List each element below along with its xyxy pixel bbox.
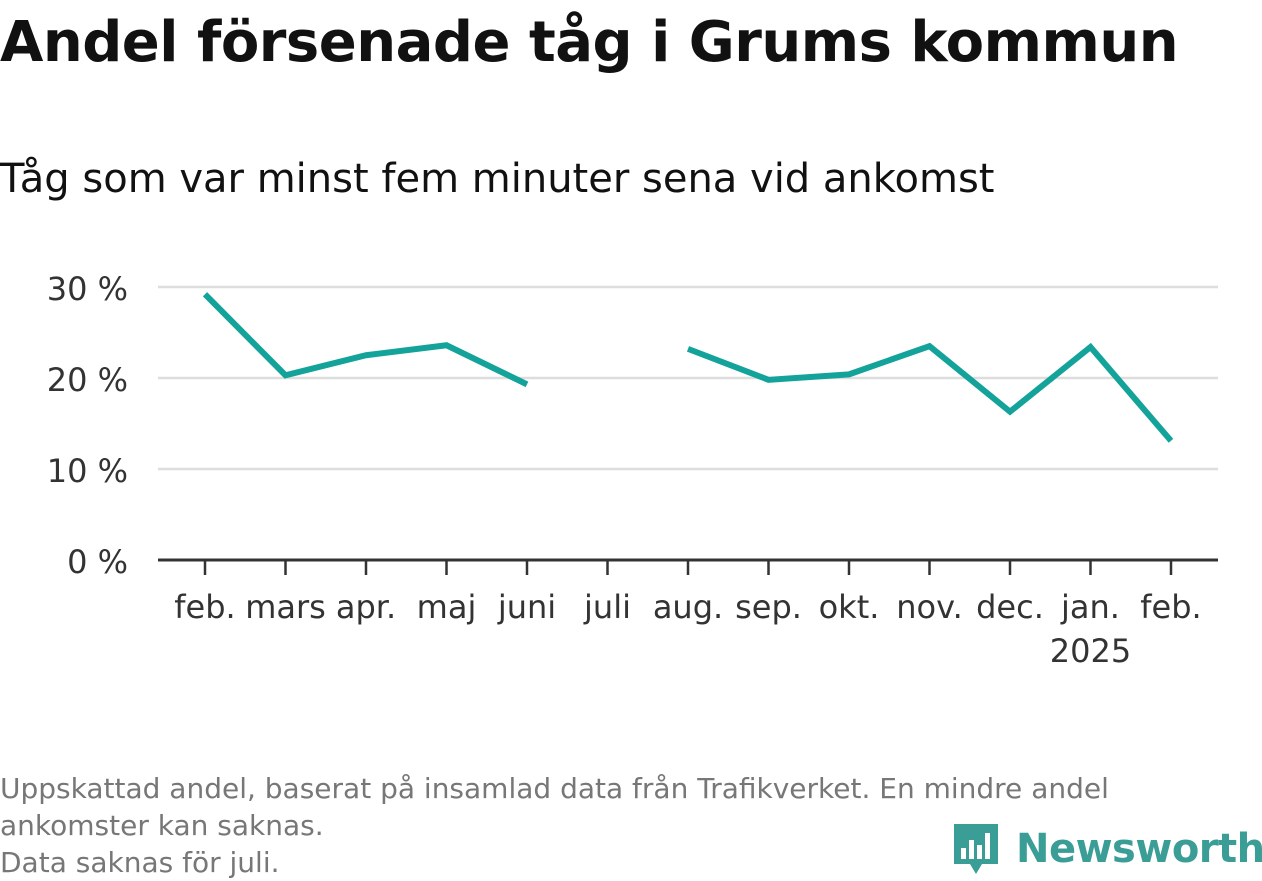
data-point bbox=[524, 381, 530, 387]
data-point bbox=[927, 343, 933, 349]
footer-note-source-cont: ankomster kan saknas. bbox=[0, 809, 324, 842]
gridlines bbox=[158, 285, 1218, 471]
data-point bbox=[766, 377, 772, 383]
data-series bbox=[202, 291, 1174, 444]
x-tick-label: maj bbox=[417, 588, 477, 626]
data-point bbox=[202, 291, 208, 297]
x-tick-label: sep. bbox=[735, 588, 802, 626]
line-chart: 0 % 10 % 20 % 30 % feb. mars apr. maj juni juli a… bbox=[47, 270, 1218, 670]
x-tick-label: mars bbox=[245, 588, 326, 626]
x-tick-label: nov. bbox=[896, 588, 962, 626]
y-axis-tick-labels: 0 % 10 % 20 % 30 % bbox=[47, 270, 128, 581]
x-tick-label: apr. bbox=[336, 588, 396, 626]
y-tick-label: 20 % bbox=[47, 361, 128, 399]
x-tick-label: juni bbox=[497, 588, 556, 626]
series-line-segment bbox=[686, 342, 1174, 443]
data-point bbox=[363, 352, 369, 358]
y-tick-label: 0 % bbox=[67, 543, 128, 581]
x-tick-label: jan. bbox=[1060, 588, 1120, 626]
footer-notes: Uppskattad andel, baserat på insamlad da… bbox=[0, 770, 1250, 881]
x-tick-label: okt. bbox=[819, 588, 880, 626]
x-tick-label: dec. bbox=[976, 588, 1044, 626]
brand-name: Newsworthy bbox=[1016, 826, 1262, 872]
data-point bbox=[1088, 344, 1094, 350]
footer-note-missing: Data saknas för juli. bbox=[0, 846, 280, 879]
series-line-segment bbox=[202, 292, 529, 388]
x-year-label: 2025 bbox=[1050, 632, 1131, 670]
y-tick-label: 30 % bbox=[47, 270, 128, 308]
chart-subtitle: Tåg som var minst fem minuter sena vid a… bbox=[0, 156, 995, 202]
chart-title: Andel försenade tåg i Grums kommun bbox=[0, 10, 1179, 75]
data-point bbox=[685, 346, 691, 352]
x-tick-label: feb. bbox=[174, 588, 235, 626]
data-point bbox=[846, 371, 852, 377]
data-point bbox=[1168, 438, 1174, 444]
footer-note-source: Uppskattad andel, baserat på insamlad da… bbox=[0, 772, 1109, 805]
x-tick-label: juli bbox=[583, 588, 631, 626]
x-tick-label: aug. bbox=[653, 588, 723, 626]
newsworthy-logo[interactable]: Newsworthy bbox=[950, 820, 1262, 878]
data-point bbox=[1007, 409, 1013, 415]
data-point bbox=[444, 342, 450, 348]
bar-chart-icon bbox=[954, 824, 998, 874]
y-tick-label: 10 % bbox=[47, 452, 128, 490]
data-point bbox=[283, 372, 289, 378]
x-axis: feb. mars apr. maj juni juli aug. sep. okt. nov. d… bbox=[158, 558, 1218, 670]
x-tick-label: feb. bbox=[1140, 588, 1201, 626]
